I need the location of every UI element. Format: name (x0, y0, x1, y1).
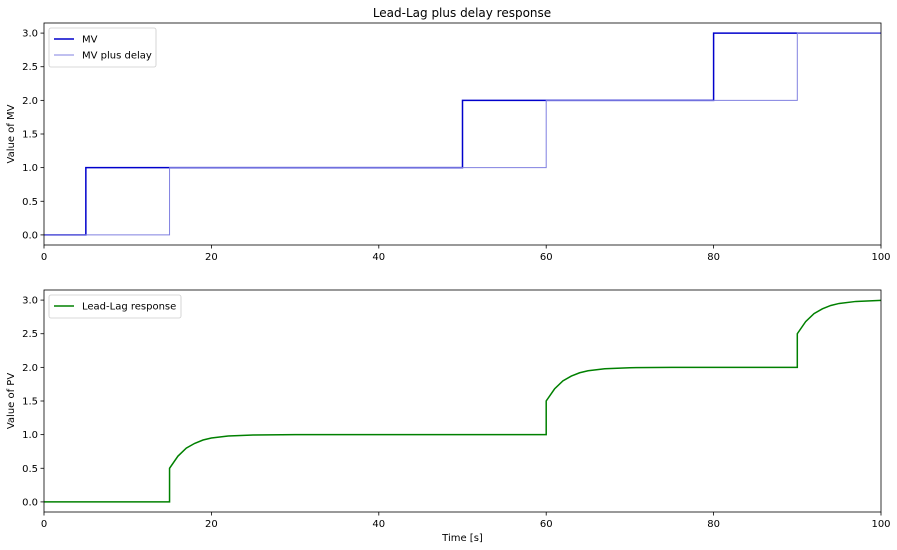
x-tick-label: 60 (540, 252, 553, 263)
y-tick-label: 3.0 (22, 29, 38, 40)
legend-label: Lead-Lag response (82, 302, 176, 313)
series-group (44, 32, 881, 236)
legend-box (48, 27, 157, 68)
x-tick-label: 40 (372, 252, 385, 263)
y-tick-label: 2.0 (22, 363, 38, 374)
figure-title: Lead-Lag plus delay response (373, 6, 551, 20)
y-axis-label: Value of PV (6, 373, 17, 429)
y-axis-label: Value of MV (6, 104, 17, 163)
x-tick-label: 60 (540, 519, 553, 530)
axes-layer: 0 20 40 60 80 100 0.0 0.5 1.0 1.5 2.0 2.5 3.0 Value o… (6, 22, 891, 544)
x-tick-label: 100 (871, 252, 890, 263)
y-tick-label: 1.5 (22, 397, 38, 408)
x-tick-label: 0 (41, 252, 47, 263)
legend-label: MV (82, 35, 98, 46)
series-line-mv (44, 32, 881, 236)
y-tick-label: 2.5 (22, 329, 38, 340)
y-tick-label: 0.5 (22, 197, 38, 208)
x-tick-label: 100 (871, 519, 890, 530)
x-tick-label: 40 (372, 519, 385, 530)
series-line-lead-lag-response (44, 299, 881, 503)
x-tick-label: 80 (707, 252, 720, 263)
y-tick-label: 0.0 (22, 230, 38, 241)
y-tick-label: 0.5 (22, 464, 38, 475)
y-tick-label: 1.0 (22, 430, 38, 441)
legend-box (48, 294, 182, 319)
y-tick-label: 0.0 (22, 497, 38, 508)
chart-1: 0 20 40 60 80 100 0.0 0.5 1.0 1.5 2.0 2.5 3.0 Value o… (6, 22, 891, 263)
series-group (44, 299, 881, 503)
x-axis-label: Time [s] (441, 533, 483, 544)
x-tick-label: 80 (707, 519, 720, 530)
legend: MV MV plus delay (48, 27, 157, 68)
y-tick-label: 2.0 (22, 96, 38, 107)
legend-label: MV plus delay (82, 51, 152, 62)
chart-2: 0 20 40 60 80 100 0.0 0.5 1.0 1.5 2.0 2.5 3.0 Value o… (6, 289, 891, 544)
x-tick-label: 20 (205, 519, 218, 530)
y-tick-label: 1.0 (22, 163, 38, 174)
x-tick-label: 20 (205, 252, 218, 263)
legend: Lead-Lag response (48, 294, 182, 319)
y-tick-label: 2.5 (22, 62, 38, 73)
y-tick-label: 3.0 (22, 296, 38, 307)
series-line-mv-plus-delay (44, 32, 881, 236)
x-tick-label: 0 (41, 519, 47, 530)
y-tick-label: 1.5 (22, 130, 38, 141)
